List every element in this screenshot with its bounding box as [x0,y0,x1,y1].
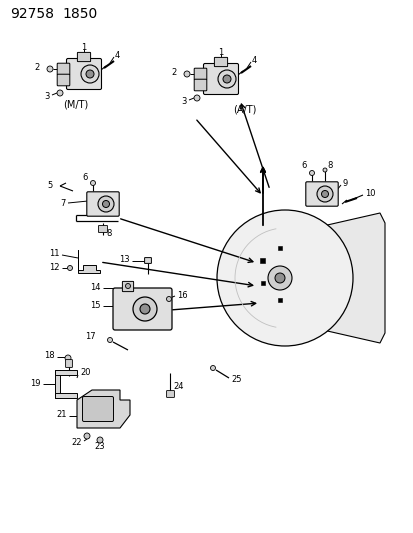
Text: 21: 21 [56,410,67,419]
Circle shape [309,171,314,175]
FancyBboxPatch shape [166,391,174,398]
Text: 1: 1 [218,47,223,56]
Circle shape [210,366,215,370]
FancyBboxPatch shape [77,52,90,62]
Circle shape [47,66,53,72]
FancyBboxPatch shape [57,63,70,75]
Text: 25: 25 [230,376,241,384]
Text: 2: 2 [171,68,177,77]
FancyBboxPatch shape [98,225,107,232]
FancyBboxPatch shape [66,59,101,90]
Bar [260,257,265,262]
Bar [277,246,281,250]
Text: 9: 9 [342,179,347,188]
Circle shape [81,65,99,83]
Text: 6: 6 [301,161,306,171]
Circle shape [97,437,103,443]
Polygon shape [78,250,100,273]
FancyBboxPatch shape [82,397,113,422]
Bar [55,370,60,398]
FancyBboxPatch shape [203,63,238,94]
Circle shape [102,200,109,207]
Text: 23: 23 [95,442,105,451]
Text: 19: 19 [31,379,41,389]
Text: 17: 17 [85,333,96,342]
Circle shape [267,266,291,290]
Circle shape [183,71,190,77]
Circle shape [67,265,72,271]
Text: 1850: 1850 [62,7,97,21]
Text: 15: 15 [90,301,101,310]
Circle shape [57,90,63,96]
Circle shape [107,337,112,343]
Text: 14: 14 [90,282,101,292]
Text: 4: 4 [252,55,256,64]
Circle shape [218,70,235,88]
Text: 18: 18 [44,351,55,360]
FancyBboxPatch shape [65,360,72,367]
FancyBboxPatch shape [87,192,119,216]
Text: 1: 1 [81,43,86,52]
Circle shape [140,304,150,314]
FancyBboxPatch shape [144,257,151,263]
Text: 4: 4 [115,51,120,60]
Text: 22: 22 [71,439,82,448]
Circle shape [322,168,326,172]
Circle shape [316,186,332,202]
Text: (M/T): (M/T) [63,99,88,109]
Text: 24: 24 [173,383,183,392]
Text: 11: 11 [50,248,60,257]
Text: (A/T): (A/T) [233,104,256,114]
Text: 5: 5 [47,181,53,190]
Text: 10: 10 [364,189,375,198]
Text: 20: 20 [80,368,90,377]
Circle shape [223,75,230,83]
Bar [260,281,264,285]
Circle shape [274,273,284,283]
FancyBboxPatch shape [214,58,227,67]
FancyBboxPatch shape [113,288,171,330]
Circle shape [86,70,94,78]
Circle shape [166,296,171,302]
Circle shape [98,196,114,212]
FancyBboxPatch shape [194,79,206,91]
Text: 92758: 92758 [10,7,54,21]
Text: 13: 13 [119,255,130,264]
Circle shape [65,355,71,361]
Polygon shape [322,213,384,343]
Bar [55,393,77,398]
Circle shape [321,190,328,198]
Text: 3: 3 [181,96,187,106]
FancyBboxPatch shape [194,68,206,80]
Polygon shape [77,390,130,428]
Text: 7: 7 [60,198,66,207]
Text: 8: 8 [326,161,332,171]
Text: 8: 8 [106,229,111,238]
Text: 6: 6 [83,173,88,182]
Text: 12: 12 [50,263,60,272]
FancyBboxPatch shape [122,281,133,292]
Bar [55,370,77,375]
Text: 2: 2 [35,62,40,71]
Circle shape [133,297,157,321]
Bar [277,298,281,302]
Circle shape [125,284,130,288]
Text: 3: 3 [45,92,50,101]
Circle shape [90,181,95,185]
Circle shape [84,433,90,439]
FancyBboxPatch shape [57,74,70,86]
Circle shape [216,210,352,346]
FancyBboxPatch shape [305,182,337,206]
Circle shape [194,95,199,101]
Text: 16: 16 [177,290,187,300]
